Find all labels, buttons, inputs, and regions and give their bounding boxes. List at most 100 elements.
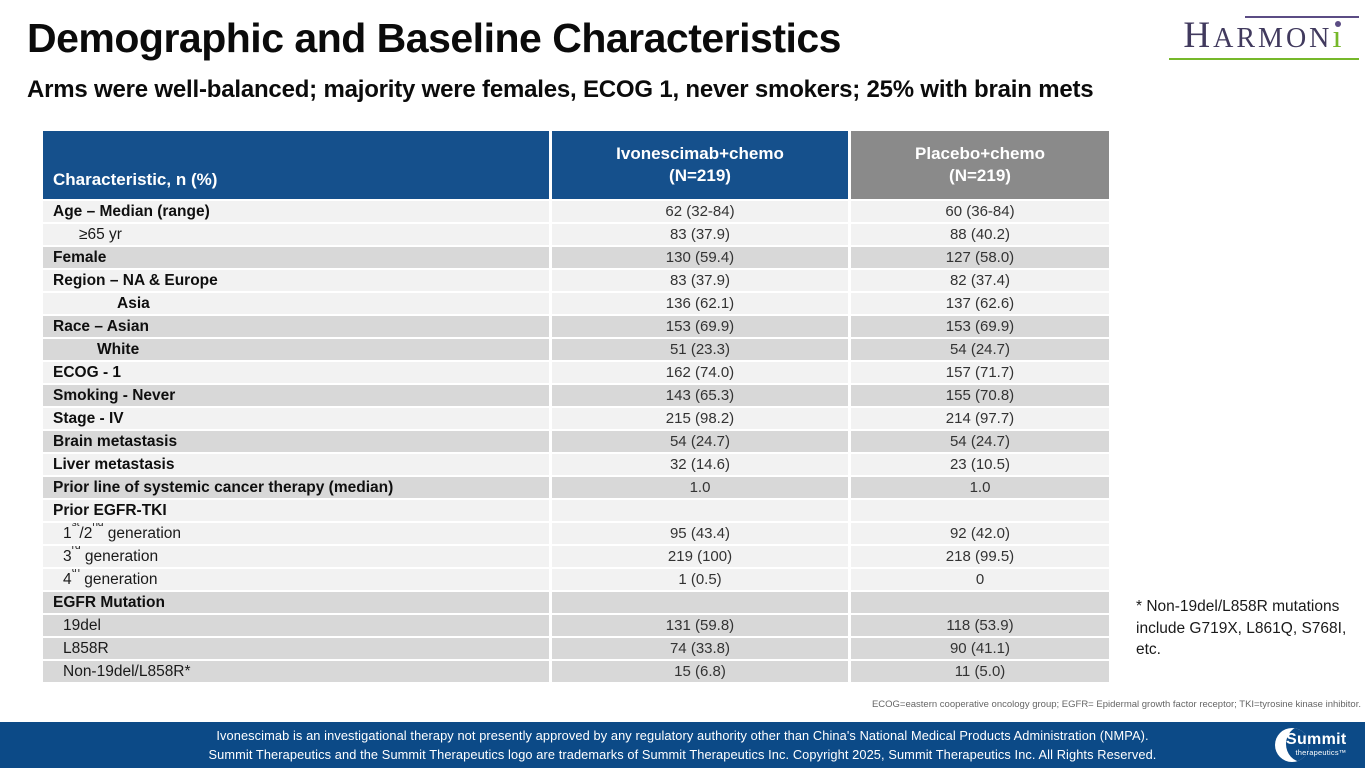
value-ivonescimab: 83 (37.9) (552, 224, 848, 245)
row-label: EGFR Mutation (43, 592, 549, 613)
table-header-row: Characteristic, n (%) Ivonescimab+chemo … (43, 131, 1109, 199)
table-row: Smoking - Never 143 (65.3) 155 (70.8) (43, 385, 1109, 406)
table-row: Liver metastasis 32 (14.6) 23 (10.5) (43, 454, 1109, 475)
row-label: 1st/2nd generation (43, 523, 549, 544)
row-label: ≥65 yr (43, 224, 549, 245)
value-ivonescimab: 215 (98.2) (552, 408, 848, 429)
row-label: Smoking - Never (43, 385, 549, 406)
harmoni-wordmark: HARMONı (1169, 15, 1359, 57)
value-ivonescimab (552, 592, 848, 613)
value-ivonescimab: 1.0 (552, 477, 848, 498)
row-label: Region – NA & Europe (43, 270, 549, 291)
row-label: Non-19del/L858R* (43, 661, 549, 682)
value-ivonescimab: 95 (43.4) (552, 523, 848, 544)
characteristics-table: Characteristic, n (%) Ivonescimab+chemo … (40, 129, 1112, 684)
value-placebo: 127 (58.0) (851, 247, 1109, 268)
row-label: Stage - IV (43, 408, 549, 429)
value-placebo: 60 (36-84) (851, 201, 1109, 222)
value-ivonescimab: 1 (0.5) (552, 569, 848, 590)
harmoni-topline (1245, 16, 1359, 18)
table-row: Female 130 (59.4) 127 (58.0) (43, 247, 1109, 268)
value-placebo: 153 (69.9) (851, 316, 1109, 337)
row-label: Asia (43, 293, 549, 314)
column-header-characteristic: Characteristic, n (%) (43, 131, 549, 199)
value-ivonescimab: 15 (6.8) (552, 661, 848, 682)
table-row: Region – NA & Europe 83 (37.9) 82 (37.4) (43, 270, 1109, 291)
summit-crescent-icon (1275, 728, 1309, 762)
value-ivonescimab: 162 (74.0) (552, 362, 848, 383)
page-title: Demographic and Baseline Characteristics (27, 15, 841, 61)
table-row: Brain metastasis 54 (24.7) 54 (24.7) (43, 431, 1109, 452)
row-label: 3rd generation (43, 546, 549, 567)
value-ivonescimab: 130 (59.4) (552, 247, 848, 268)
column-header-placebo: Placebo+chemo (N=219) (851, 131, 1109, 199)
value-ivonescimab: 131 (59.8) (552, 615, 848, 636)
value-placebo: 1.0 (851, 477, 1109, 498)
summit-logo: Summit therapeutics™ (1275, 727, 1359, 763)
harmoni-letter-h: H (1183, 15, 1214, 56)
row-label: Female (43, 247, 549, 268)
table-row: Prior EGFR-TKI (43, 500, 1109, 521)
footer-bar: Ivonescimab is an investigational therap… (0, 722, 1365, 768)
harmoni-logo: HARMONı (1169, 16, 1359, 60)
value-placebo: 214 (97.7) (851, 408, 1109, 429)
value-placebo: 11 (5.0) (851, 661, 1109, 682)
table-row: Stage - IV 215 (98.2) 214 (97.7) (43, 408, 1109, 429)
value-ivonescimab: 153 (69.9) (552, 316, 848, 337)
value-placebo: 88 (40.2) (851, 224, 1109, 245)
value-placebo: 137 (62.6) (851, 293, 1109, 314)
value-ivonescimab: 83 (37.9) (552, 270, 848, 291)
value-placebo (851, 592, 1109, 613)
value-ivonescimab: 32 (14.6) (552, 454, 848, 475)
row-label: White (43, 339, 549, 360)
table-row: Non-19del/L858R* 15 (6.8) 11 (5.0) (43, 661, 1109, 682)
table-row: Prior line of systemic cancer therapy (m… (43, 477, 1109, 498)
harmoni-i-dot-icon (1335, 21, 1342, 27)
row-label: Prior line of systemic cancer therapy (m… (43, 477, 549, 498)
footer-disclaimer-line2: Summit Therapeutics and the Summit Thera… (208, 747, 1157, 762)
summit-logo-name: Summit (1286, 731, 1347, 748)
row-label: Prior EGFR-TKI (43, 500, 549, 521)
row-label: Brain metastasis (43, 431, 549, 452)
value-ivonescimab: 51 (23.3) (552, 339, 848, 360)
row-label: 4th generation (43, 569, 549, 590)
value-placebo: 90 (41.1) (851, 638, 1109, 659)
value-ivonescimab: 143 (65.3) (552, 385, 848, 406)
value-placebo: 218 (99.5) (851, 546, 1109, 567)
value-placebo: 157 (71.7) (851, 362, 1109, 383)
value-ivonescimab: 219 (100) (552, 546, 848, 567)
row-label: L858R (43, 638, 549, 659)
value-placebo: 54 (24.7) (851, 431, 1109, 452)
harmoni-letter-i: ı (1332, 19, 1345, 55)
value-placebo: 82 (37.4) (851, 270, 1109, 291)
table-row: 4th generation 1 (0.5) 0 (43, 569, 1109, 590)
harmoni-letters-armon: ARMON (1213, 23, 1333, 54)
table-row: ECOG - 1 162 (74.0) 157 (71.7) (43, 362, 1109, 383)
table-row: White 51 (23.3) 54 (24.7) (43, 339, 1109, 360)
harmoni-underline (1169, 58, 1359, 60)
row-label: ECOG - 1 (43, 362, 549, 383)
table-row: Race – Asian 153 (69.9) 153 (69.9) (43, 316, 1109, 337)
value-placebo: 155 (70.8) (851, 385, 1109, 406)
row-label: Age – Median (range) (43, 201, 549, 222)
page-subtitle: Arms were well-balanced; majority were f… (27, 76, 1094, 103)
side-note: * Non-19del/L858R mutations include G719… (1136, 598, 1347, 658)
value-ivonescimab: 62 (32-84) (552, 201, 848, 222)
table-row: ≥65 yr 83 (37.9) 88 (40.2) (43, 224, 1109, 245)
summit-logo-sub: therapeutics™ (1295, 748, 1347, 757)
table-row: Asia 136 (62.1) 137 (62.6) (43, 293, 1109, 314)
table-row: EGFR Mutation (43, 592, 1109, 613)
value-placebo: 54 (24.7) (851, 339, 1109, 360)
value-placebo: 92 (42.0) (851, 523, 1109, 544)
row-label: Race – Asian (43, 316, 549, 337)
column-header-ivonescimab: Ivonescimab+chemo (N=219) (552, 131, 848, 199)
value-placebo: 118 (53.9) (851, 615, 1109, 636)
value-ivonescimab: 74 (33.8) (552, 638, 848, 659)
row-label: 19del (43, 615, 549, 636)
abbreviation-note: ECOG=eastern cooperative oncology group;… (871, 699, 1361, 710)
table-row: 1st/2nd generation 95 (43.4) 92 (42.0) (43, 523, 1109, 544)
value-placebo (851, 500, 1109, 521)
table-row: 3rd generation 219 (100) 218 (99.5) (43, 546, 1109, 567)
value-ivonescimab: 136 (62.1) (552, 293, 848, 314)
